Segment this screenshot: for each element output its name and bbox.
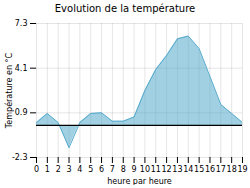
svg-text:10: 10 [140, 165, 150, 174]
svg-text:6: 6 [99, 165, 104, 174]
svg-text:-2.3: -2.3 [12, 153, 28, 162]
html-text:Evolution de la température: Evolution de la température [54, 3, 196, 14]
svg-text:15: 15 [194, 165, 204, 174]
svg-text:12: 12 [162, 165, 172, 174]
svg-text:4.1: 4.1 [15, 64, 28, 73]
svg-text:0: 0 [34, 165, 39, 174]
svg-text:7: 7 [110, 165, 115, 174]
svg-text:1: 1 [45, 165, 50, 174]
svg-text:4: 4 [77, 165, 82, 174]
svg-text:18: 18 [227, 165, 237, 174]
svg-text:19: 19 [237, 165, 247, 174]
svg-text:8: 8 [121, 165, 126, 174]
svg-text:3: 3 [66, 165, 71, 174]
svg-text:9: 9 [132, 165, 137, 174]
svg-text:16: 16 [205, 165, 215, 174]
svg-text:7.3: 7.3 [15, 19, 28, 28]
svg-text:13: 13 [172, 165, 182, 174]
svg-text:11: 11 [151, 165, 161, 174]
svg-text:heure par heure: heure par heure [107, 177, 172, 186]
svg-text:2: 2 [56, 165, 61, 174]
svg-text:17: 17 [216, 165, 226, 174]
svg-text:0.9: 0.9 [15, 108, 28, 117]
svg-text:Température en °C: Température en °C [4, 52, 14, 129]
svg-text:14: 14 [183, 165, 193, 174]
svg-text:5: 5 [88, 165, 93, 174]
